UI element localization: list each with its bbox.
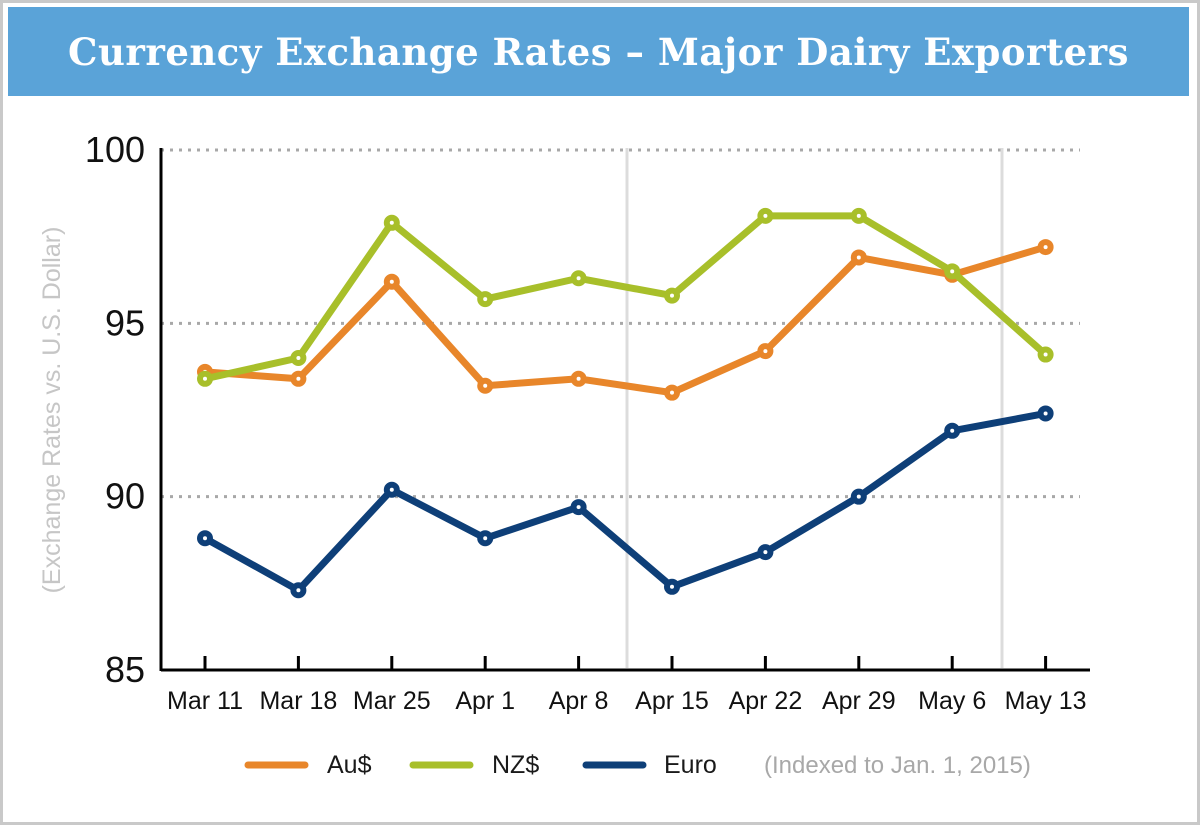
data-point-center <box>763 213 768 218</box>
y-tick-label: 100 <box>85 129 145 170</box>
data-point-center <box>950 269 955 274</box>
series-line-au <box>201 243 1050 397</box>
legend-label-euro: Euro <box>664 751 717 779</box>
data-point-center <box>1043 411 1048 416</box>
data-point-center <box>856 213 861 218</box>
chart-title: Currency Exchange Rates – Major Dairy Ex… <box>68 29 1129 74</box>
vertical-separators <box>625 148 1004 668</box>
y-tick-label: 85 <box>105 649 145 690</box>
data-point-center <box>950 428 955 433</box>
data-point-center <box>763 550 768 555</box>
legend: Au$ NZ$ Euro (Indexed to Jan. 1, 2015) <box>244 751 1031 779</box>
y-tick-label: 95 <box>105 302 145 343</box>
data-point-center <box>296 356 301 360</box>
series-nz <box>197 207 1054 387</box>
axes <box>159 148 1090 672</box>
data-point-center <box>483 383 488 388</box>
x-tick-label: May 13 <box>1005 687 1087 715</box>
series-line-euro <box>201 409 1050 594</box>
data-point-center <box>670 293 674 298</box>
series-line-nz <box>201 212 1050 383</box>
data-point-center <box>203 376 207 381</box>
data-point-center <box>296 588 301 593</box>
data-point-center <box>856 494 861 499</box>
legend-label-au: Au$ <box>327 751 372 779</box>
gridlines <box>161 148 1080 499</box>
data-point-center <box>856 255 861 260</box>
x-tick-label: Apr 29 <box>822 687 896 715</box>
y-tick-label: 90 <box>105 476 145 517</box>
legend-note: (Indexed to Jan. 1, 2015) <box>764 752 1031 779</box>
x-tick-label: Mar 18 <box>259 687 337 715</box>
x-tick-label: Apr 1 <box>455 687 515 715</box>
data-point-center <box>1043 352 1048 357</box>
data-point-center <box>763 349 768 354</box>
x-tick-label: Apr 22 <box>729 687 803 715</box>
data-point-center <box>203 536 207 541</box>
x-tick-label: Mar 11 <box>167 687 243 715</box>
data-point-center <box>576 505 581 510</box>
x-tick-label: May 6 <box>918 687 986 715</box>
legend-label-nz: NZ$ <box>492 751 539 779</box>
title-bar: Currency Exchange Rates – Major Dairy Ex… <box>8 7 1189 96</box>
data-point-center <box>389 487 394 492</box>
data-point-center <box>670 584 674 589</box>
data-point-center <box>296 376 301 381</box>
y-ticks: 100 95 90 85 <box>85 129 145 690</box>
data-point-center <box>483 536 488 541</box>
data-point-center <box>483 297 488 302</box>
x-tick-label: Mar 25 <box>353 687 431 715</box>
data-point-center <box>576 276 581 281</box>
data-point-center <box>1043 245 1048 250</box>
series-au <box>197 239 1054 401</box>
x-ticks: Mar 11 Mar 18 Mar 25 Apr 1 Apr 8 Apr 15 Apr 22… <box>167 656 1087 715</box>
series-euro <box>197 405 1054 599</box>
y-axis-label: (Exchange Rates vs. U.S. Dollar) <box>38 227 66 594</box>
data-point-center <box>389 279 394 284</box>
series <box>197 207 1054 599</box>
x-tick-label: Apr 15 <box>635 687 709 715</box>
data-point-center <box>670 390 674 395</box>
x-tick-label: Apr 8 <box>549 687 609 715</box>
data-point-center <box>389 220 394 225</box>
data-point-center <box>576 376 581 381</box>
